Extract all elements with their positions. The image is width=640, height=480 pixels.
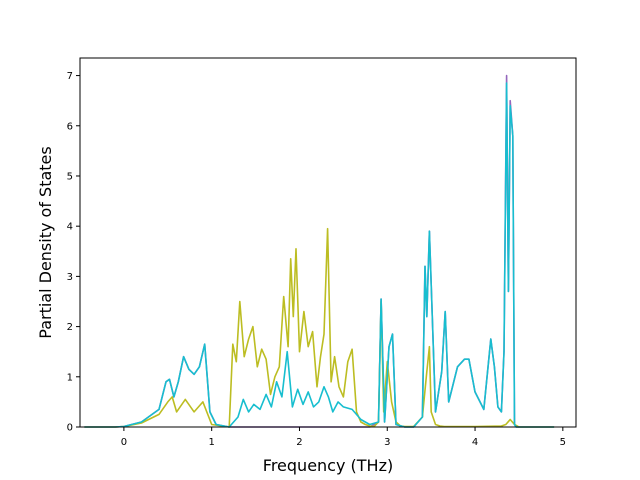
x-axis-label: Frequency (THz) <box>263 456 393 475</box>
x-tick-label: 0 <box>121 437 127 448</box>
x-tick-label: 2 <box>296 437 302 448</box>
y-axis-label: Partial Density of States <box>36 146 55 338</box>
y-tick-label: 7 <box>67 71 73 82</box>
x-tick-label: 3 <box>384 437 390 448</box>
x-tick-label: 1 <box>208 437 214 448</box>
y-tick-label: 3 <box>67 272 73 283</box>
axes-frame <box>79 57 577 428</box>
series-line-3 <box>84 82 555 428</box>
x-tick-label: 4 <box>472 437 478 448</box>
y-tick-label: 2 <box>67 322 73 333</box>
x-tick-label: 5 <box>560 437 566 448</box>
y-tick-label: 4 <box>67 222 73 233</box>
y-tick-label: 1 <box>67 372 73 383</box>
y-tick-label: 0 <box>67 423 73 434</box>
series-line-2 <box>84 227 555 428</box>
y-tick-label: 5 <box>67 171 73 182</box>
y-axis: 0 1 2 3 4 5 6 7 <box>67 71 80 434</box>
y-tick-label: 6 <box>67 121 73 132</box>
series-layer <box>84 74 555 428</box>
x-axis: 0 1 2 3 4 5 <box>121 427 566 448</box>
